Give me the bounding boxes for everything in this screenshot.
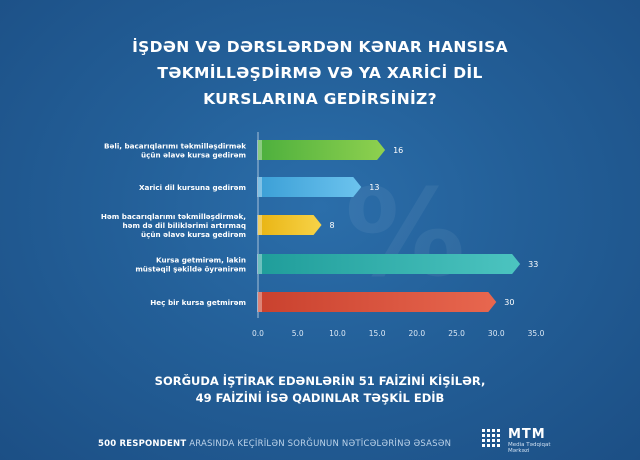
bar-1	[258, 140, 386, 160]
value-label-3: 8	[330, 221, 335, 230]
value-label-2: 13	[369, 183, 379, 192]
x-tick-label-6: 25.0	[448, 329, 465, 338]
source-respondents: 500 RESPONDENT	[98, 439, 187, 449]
percent-watermark: %	[345, 165, 466, 304]
category-label-5: Heç bir kursa getmirəm	[150, 298, 246, 307]
title-line-3: KURSLARINA GEDİRSİNİZ?	[203, 90, 437, 108]
mtm-logo: MTM Media Tədqiqat Mərkəzi	[482, 427, 552, 455]
x-tick-label-3: 10.0	[329, 329, 346, 338]
logo-sub-1: Media Tədqiqat	[508, 442, 551, 448]
source-text: ARASINDA KEÇİRİLƏN SORĞUNUN NƏTİCƏLƏRİNƏ…	[189, 439, 452, 449]
value-label-4: 33	[528, 260, 538, 269]
x-tick-label-1: 0.0	[252, 329, 264, 338]
bar-5	[258, 292, 497, 312]
footnote-line-2: 49 FAİZİNİ İSƏ QADINLAR TƏŞKİL EDİB	[195, 391, 445, 405]
value-label-1: 16	[393, 146, 403, 155]
survey-footnote: SORĞUDA İŞTİRAK EDƏNLƏRİN 51 FAİZİNİ KİŞ…	[0, 373, 640, 407]
logo-sub-2: Mərkəzi	[508, 448, 530, 454]
chart-title: İŞDƏN VƏ DƏRSLƏRDƏN KƏNAR HANSISA TƏKMİL…	[0, 34, 640, 112]
category-label-2: Xarici dil kursuna gedirəm	[139, 183, 246, 192]
bar-accent-5	[257, 292, 262, 312]
category-label-1: Bəli, bacarıqlarımı təkmilləşdirmək üçün …	[104, 142, 246, 160]
title-line-1: İŞDƏN VƏ DƏRSLƏRDƏN KƏNAR HANSISA	[132, 38, 508, 56]
category-label-4: Kursa getmirəm, lakin müstəqil şəkildə öy…	[135, 256, 246, 274]
bar-4	[258, 254, 521, 274]
source-note: 500 RESPONDENT ARASINDA KEÇİRİLƏN SORĞUN…	[98, 439, 451, 449]
bar-accent-4	[257, 254, 262, 274]
bar-accent-3	[257, 215, 262, 235]
category-label-3: Həm bacarıqlarımı təkmilləşdirmək, həm də…	[101, 212, 246, 239]
bar-accent-1	[257, 140, 262, 160]
title-line-2: TƏKMİLLƏŞDİRMƏ VƏ YA XARİCİ DİL	[157, 64, 483, 82]
x-tick-label-5: 20.0	[409, 329, 426, 338]
bar-accent-2	[257, 177, 262, 197]
x-tick-label-8: 35.0	[528, 329, 545, 338]
x-tick-label-7: 30.0	[488, 329, 505, 338]
footnote-line-1: SORĞUDA İŞTİRAK EDƏNLƏRİN 51 FAİZİNİ KİŞ…	[154, 374, 486, 388]
bar-2	[258, 177, 362, 197]
x-tick-label-2: 5.0	[292, 329, 304, 338]
x-tick-label-4: 15.0	[369, 329, 386, 338]
logo-grid-icon	[482, 429, 500, 447]
value-label-5: 30	[504, 298, 514, 307]
logo-name: MTM	[508, 427, 546, 442]
bar-3	[258, 215, 322, 235]
